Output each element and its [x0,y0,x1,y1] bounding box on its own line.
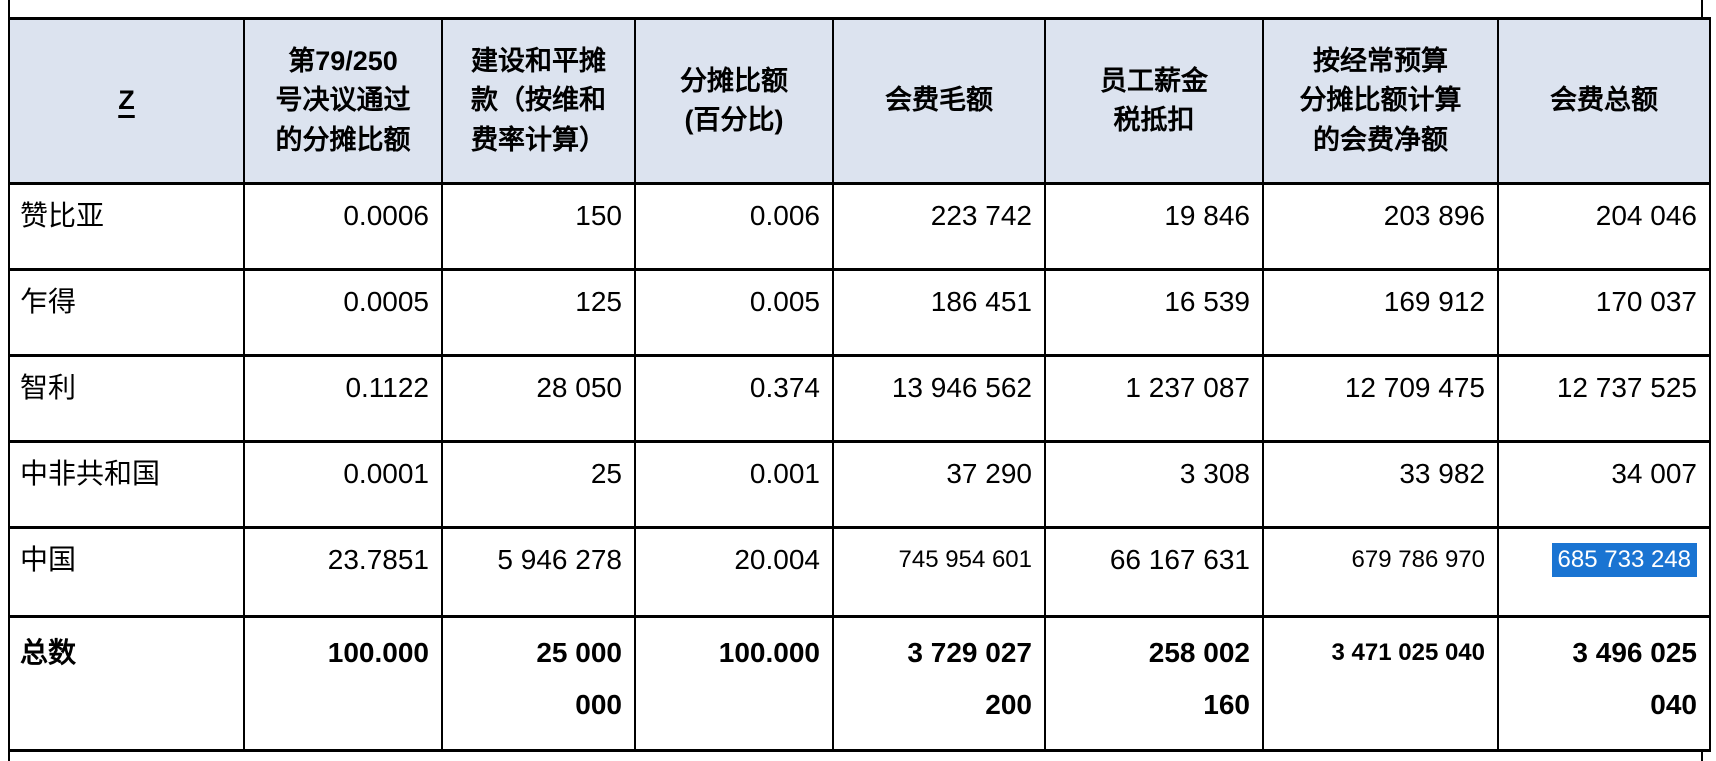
header-row: Z 第79/250 号决议通过 的分摊比额 建设和平摊 款（按维和 费率计算） … [8,17,1711,185]
table-row-central-african-republic: 中非共和国 0.0001 25 0.001 37 290 3 308 33 98… [8,440,1711,529]
cell-value: 203 896 [1262,182,1499,271]
selected-text-highlight[interactable]: 685 733 248 [1551,543,1697,577]
header-cell-staff-assessment: 员工薪金 税抵扣 [1044,17,1264,185]
row-label: 智利 [8,354,245,443]
total-row-label: 总数 [8,615,245,752]
cell-value: 19 846 [1044,182,1264,271]
header-cell-total: 会费总额 [1497,17,1711,185]
cell-value: 0.0006 [243,182,443,271]
header-label-z: Z [118,85,135,116]
cell-value: 25 000 000 [441,615,636,752]
cell-value: 1 237 087 [1044,354,1264,443]
header-cell-peacebuilding: 建设和平摊 款（按维和 费率计算） [441,17,636,185]
cell-value: 125 [441,268,636,357]
cell-value: 679 786 970 [1262,526,1499,618]
cell-value: 745 954 601 [832,526,1046,618]
cell-value: 223 742 [832,182,1046,271]
table-row-chile: 智利 0.1122 28 050 0.374 13 946 562 1 237 … [8,354,1711,443]
cell-value: 25 [441,440,636,529]
cell-value: 34 007 [1497,440,1711,529]
cell-value: 3 308 [1044,440,1264,529]
cell-value: 3 496 025 040 [1497,615,1711,752]
clipped-row-above [0,0,1716,17]
table-left-border-tick [8,752,10,761]
cell-value: 13 946 562 [832,354,1046,443]
table-right-border-tick [1701,0,1703,17]
cell-value: 150 [441,182,636,271]
cell-value: 170 037 [1497,268,1711,357]
cell-value: 12 709 475 [1262,354,1499,443]
assessment-table: Z 第79/250 号决议通过 的分摊比额 建设和平摊 款（按维和 费率计算） … [8,17,1711,752]
table-row-chad: 乍得 0.0005 125 0.005 186 451 16 539 169 9… [8,268,1711,357]
table-row-china: 中国 23.7851 5 946 278 20.004 745 954 601 … [8,526,1711,618]
cell-value: 0.0005 [243,268,443,357]
header-cell-resolution-rate: 第79/250 号决议通过 的分摊比额 [243,17,443,185]
cell-value: 12 737 525 [1497,354,1711,443]
cell-value: 37 290 [832,440,1046,529]
cell-value: 3 729 027 200 [832,615,1046,752]
cell-value: 16 539 [1044,268,1264,357]
header-cell-gross: 会费毛额 [832,17,1046,185]
row-label: 中非共和国 [8,440,245,529]
cell-value: 204 046 [1497,182,1711,271]
table-right-border-tick [1701,752,1703,761]
cell-value: 3 471 025 040 [1262,615,1499,752]
row-label: 乍得 [8,268,245,357]
cell-value: 186 451 [832,268,1046,357]
cell-value: 33 982 [1262,440,1499,529]
cell-value: 100.000 [634,615,834,752]
cell-value: 0.0001 [243,440,443,529]
cell-value: 169 912 [1262,268,1499,357]
cell-value: 20.004 [634,526,834,618]
cell-value: 0.1122 [243,354,443,443]
header-cell-net-regular-budget: 按经常预算 分摊比额计算 的会费净额 [1262,17,1499,185]
table-row-total: 总数 100.000 25 000 000 100.000 3 729 027 … [8,615,1711,752]
cell-value: 5 946 278 [441,526,636,618]
cell-value-selected: 685 733 248 [1497,526,1711,618]
cell-value: 28 050 [441,354,636,443]
cell-value: 23.7851 [243,526,443,618]
row-label: 中国 [8,526,245,618]
clipped-row-below [0,752,1716,761]
cell-value: 0.005 [634,268,834,357]
row-label: 赞比亚 [8,182,245,271]
cell-value: 0.001 [634,440,834,529]
cell-value: 258 002 160 [1044,615,1264,752]
header-cell-country: Z [8,17,245,185]
cell-value: 100.000 [243,615,443,752]
cell-value: 0.006 [634,182,834,271]
table-row-zambia: 赞比亚 0.0006 150 0.006 223 742 19 846 203 … [8,182,1711,271]
table-left-border-tick [8,0,10,17]
cell-value: 66 167 631 [1044,526,1264,618]
header-cell-rate-percent: 分摊比额 (百分比) [634,17,834,185]
cell-value: 0.374 [634,354,834,443]
